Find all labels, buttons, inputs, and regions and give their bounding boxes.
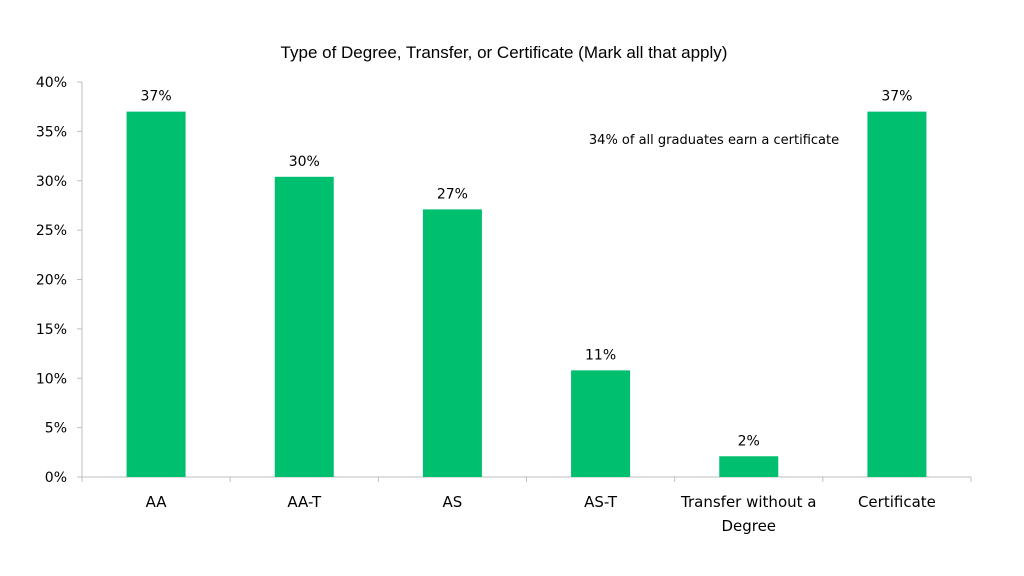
y-tick-label: 0% <box>45 470 67 486</box>
data-label: 11% <box>585 347 616 363</box>
x-category-label-line: AS <box>443 493 463 511</box>
x-category-label: Certificate <box>858 493 936 511</box>
x-category-label: Transfer without a Degree <box>680 493 816 535</box>
bar <box>126 111 186 477</box>
data-label: 27% <box>437 186 468 202</box>
x-category-label: AA-T <box>287 493 322 511</box>
x-axis: AA AA-T AS AS-T Transfer without a Degree Cert… <box>81 476 972 535</box>
bars: 37% 30% 27% 11% 2% 37% <box>126 89 927 478</box>
y-tick-label: 40% <box>36 75 67 91</box>
y-tick-label: 35% <box>36 124 67 140</box>
y-tick-label: 15% <box>36 322 67 338</box>
x-category-label-line: Transfer without a <box>680 493 816 511</box>
bar <box>274 176 334 478</box>
bar <box>867 111 927 477</box>
x-category-label: AS <box>443 493 463 511</box>
x-category-label-line: Degree <box>721 517 776 535</box>
x-category-label: AA <box>146 493 168 511</box>
x-category-label: AS-T <box>584 493 618 511</box>
data-label: 37% <box>141 89 172 105</box>
data-label: 37% <box>881 89 912 105</box>
data-label: 30% <box>289 154 320 170</box>
y-tick-label: 10% <box>36 371 67 387</box>
y-tick-label: 5% <box>45 421 67 437</box>
x-category-label-line: AS-T <box>584 493 618 511</box>
y-tick-label: 25% <box>36 223 67 239</box>
bar <box>571 370 631 477</box>
x-category-label-line: Certificate <box>858 493 936 511</box>
x-category-label-line: AA-T <box>287 493 322 511</box>
bar <box>422 209 482 477</box>
y-axis: 0% 5% 10% 15% 20% 25% 30% 35% 40% <box>36 75 83 486</box>
y-tick-label: 20% <box>36 273 67 289</box>
bar <box>719 456 779 477</box>
y-tick-label: 30% <box>36 174 67 190</box>
chart-annotation: 34% of all graduates earn a certificate <box>589 133 839 148</box>
data-label: 2% <box>738 433 760 449</box>
x-category-label-line: AA <box>146 493 168 511</box>
chart-title: Type of Degree, Transfer, or Certificate… <box>281 43 728 62</box>
